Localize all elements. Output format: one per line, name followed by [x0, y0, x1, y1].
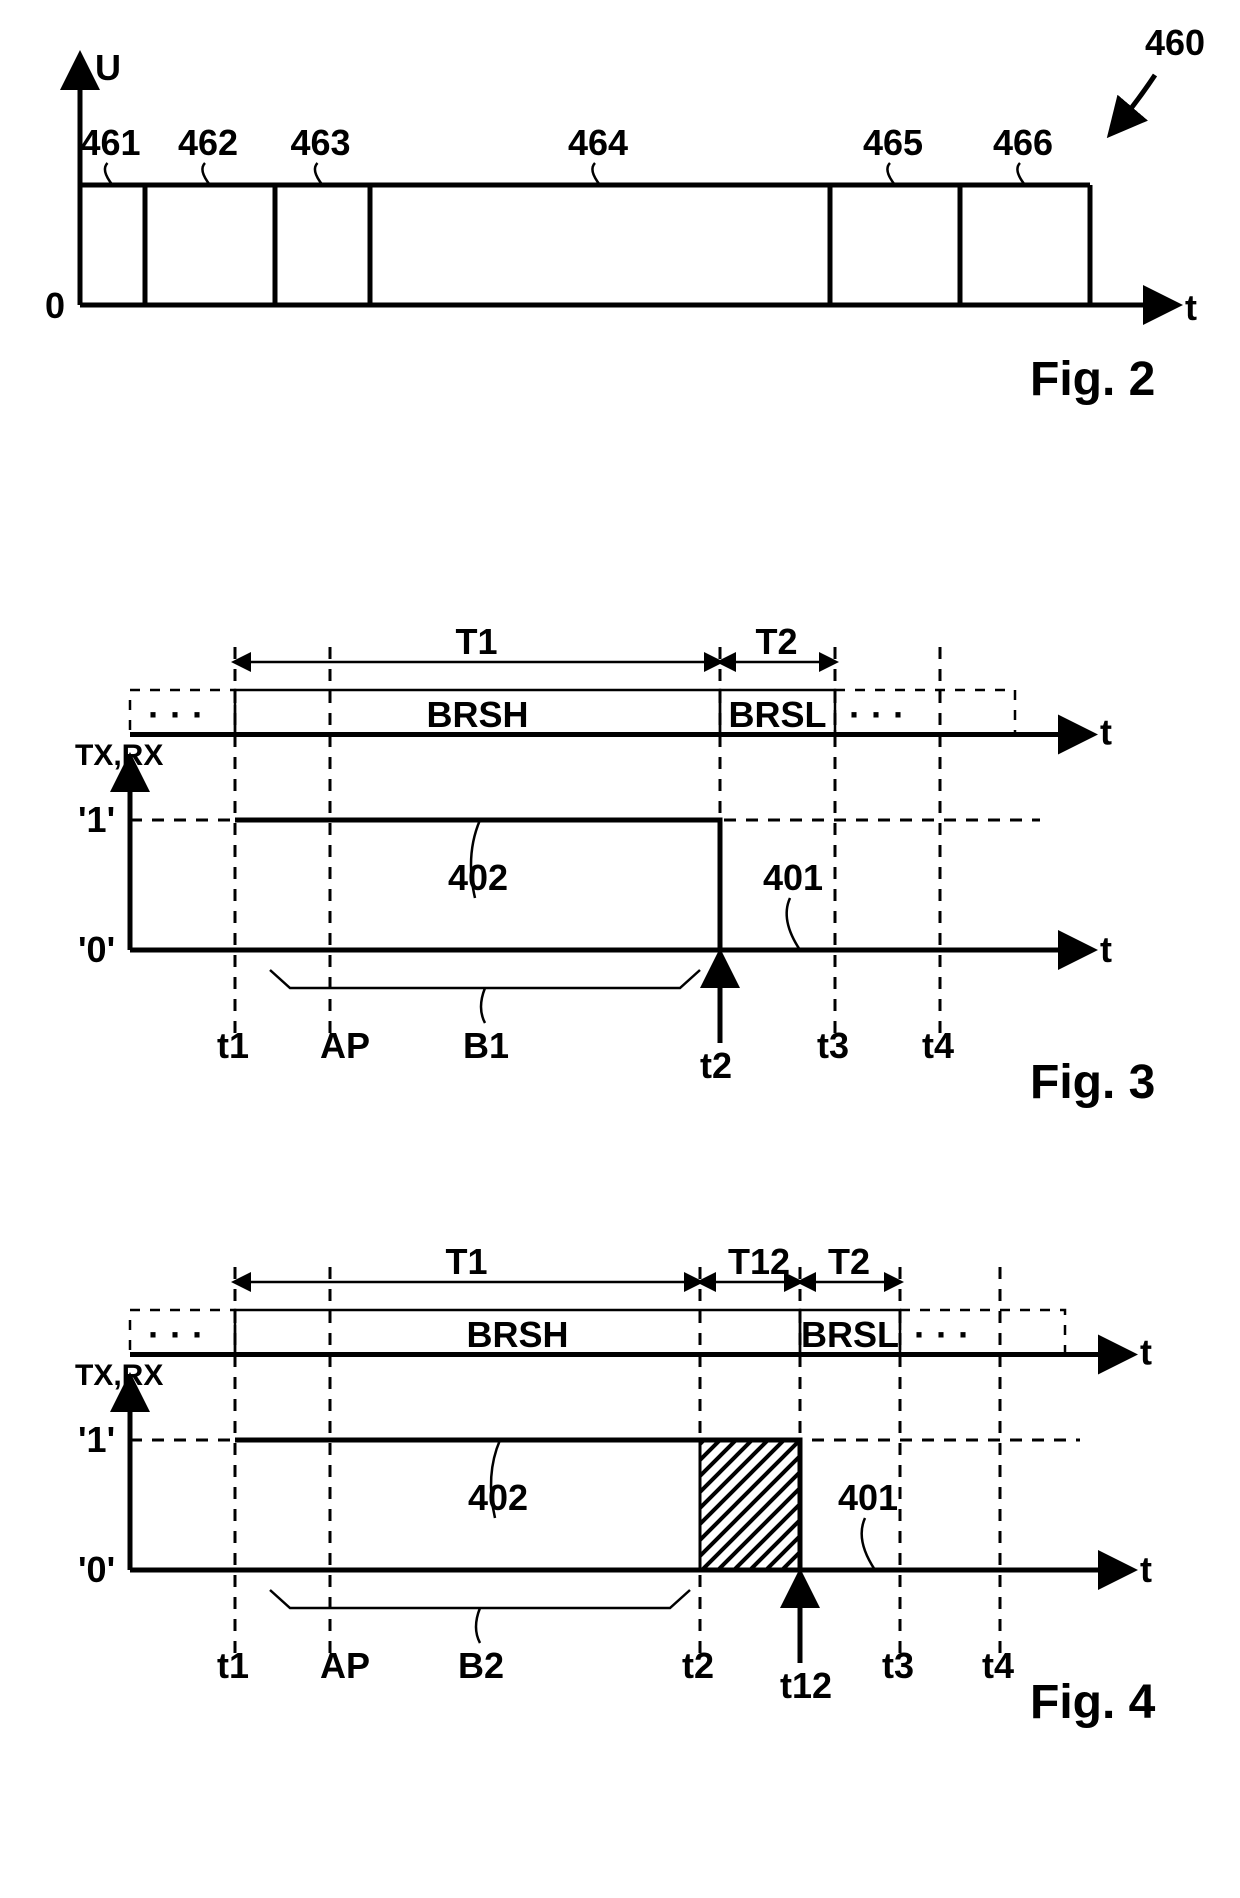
- level-1-label: '1': [78, 1419, 115, 1460]
- dots-left: · · ·: [148, 694, 204, 735]
- leader-401: [862, 1518, 875, 1570]
- fig2-leader: [105, 163, 113, 185]
- edge-arrow-label: t2: [700, 1045, 732, 1086]
- fig2-y-label: U: [95, 47, 121, 88]
- fig2-leader: [887, 163, 895, 185]
- leader-401: [787, 898, 800, 950]
- edge-arrow-label: t12: [780, 1665, 832, 1706]
- bar-t-label: t: [1140, 1332, 1152, 1373]
- fig2-ref-460: 460: [1145, 22, 1205, 63]
- dots-right: · · ·: [914, 1314, 970, 1355]
- level-0-label: '0': [78, 1549, 115, 1590]
- bar-t-label: t: [1100, 712, 1112, 753]
- fig2-segment-ref: 465: [863, 122, 923, 163]
- interval-label: T1: [456, 621, 498, 662]
- interval-label: T2: [828, 1241, 870, 1282]
- fig2-segment-ref: 462: [178, 122, 238, 163]
- fig-title: Fig. 3: [1030, 1056, 1155, 1109]
- bracket-leader: [481, 988, 485, 1023]
- bracket: [270, 1590, 690, 1608]
- bar-cell-label: BRSH: [426, 694, 528, 735]
- level-1-label: '1': [78, 799, 115, 840]
- fig2-segment-ref: 464: [568, 122, 628, 163]
- fig2-segment-ref: 461: [81, 122, 141, 163]
- t-mark: t2: [682, 1645, 714, 1686]
- t-axis-label: t: [1100, 929, 1112, 970]
- ap-label: AP: [320, 1025, 370, 1066]
- fig2-zero: 0: [45, 285, 65, 326]
- fig2: U t 0 461 462 463 464 465 466 460 Fig. 2: [45, 22, 1205, 406]
- hatch-region: [700, 1440, 800, 1570]
- fig2-leader: [1017, 163, 1025, 185]
- t-mark: t3: [882, 1645, 914, 1686]
- interval-label: T1: [446, 1241, 488, 1282]
- t-mark: t4: [982, 1645, 1014, 1686]
- fig2-segment-ref: 463: [291, 122, 351, 163]
- fig2-title: Fig. 2: [1030, 353, 1155, 406]
- fig2-x-label: t: [1185, 287, 1197, 328]
- fig2-segment-ref: 466: [993, 122, 1053, 163]
- fig2-ref460-arrow: [1112, 75, 1155, 132]
- fig2-leader: [202, 163, 210, 185]
- ref-402: 402: [448, 857, 508, 898]
- t-mark: t3: [817, 1025, 849, 1066]
- t-mark: t1: [217, 1645, 249, 1686]
- t-mark: t4: [922, 1025, 954, 1066]
- bracket-label: B2: [458, 1645, 504, 1686]
- dots-right: · · ·: [849, 694, 905, 735]
- ref-402: 402: [468, 1477, 528, 1518]
- fig2-segments: 461 462 463 464 465 466: [81, 122, 1091, 305]
- ref-401: 401: [763, 857, 823, 898]
- ap-label: AP: [320, 1645, 370, 1686]
- fig2-leader: [592, 163, 600, 185]
- txrx-label: TX,RX: [75, 1359, 163, 1392]
- dots-left: · · ·: [148, 1314, 204, 1355]
- bracket-label: B1: [463, 1025, 509, 1066]
- waveform: [235, 820, 835, 950]
- bracket: [270, 970, 700, 988]
- bar-cell-label: BRSL: [801, 1314, 899, 1355]
- interval-label: T12: [728, 1241, 790, 1282]
- interval-label: T2: [756, 621, 798, 662]
- t-axis-label: t: [1140, 1549, 1152, 1590]
- fig3: T1 T2 · · · · · · BRSH BRSL t TX,RX '1' '0' t 402 40…: [75, 621, 1155, 1109]
- level-0-label: '0': [78, 929, 115, 970]
- txrx-label: TX,RX: [75, 739, 163, 772]
- ref-401: 401: [838, 1477, 898, 1518]
- diagram-root: U t 0 461 462 463 464 465 466 460 Fig. 2 T1 T2…: [0, 0, 1240, 1898]
- bar-cell-label: BRSH: [466, 1314, 568, 1355]
- t-mark: t1: [217, 1025, 249, 1066]
- fig2-leader: [315, 163, 323, 185]
- bracket-leader: [476, 1608, 480, 1643]
- fig-title: Fig. 4: [1030, 1676, 1156, 1729]
- fig4: T1 T12 T2 · · · · · · BRSH BRSL t TX,RX '1' '0' t 40…: [75, 1241, 1156, 1729]
- bar-cell-label: BRSL: [729, 694, 827, 735]
